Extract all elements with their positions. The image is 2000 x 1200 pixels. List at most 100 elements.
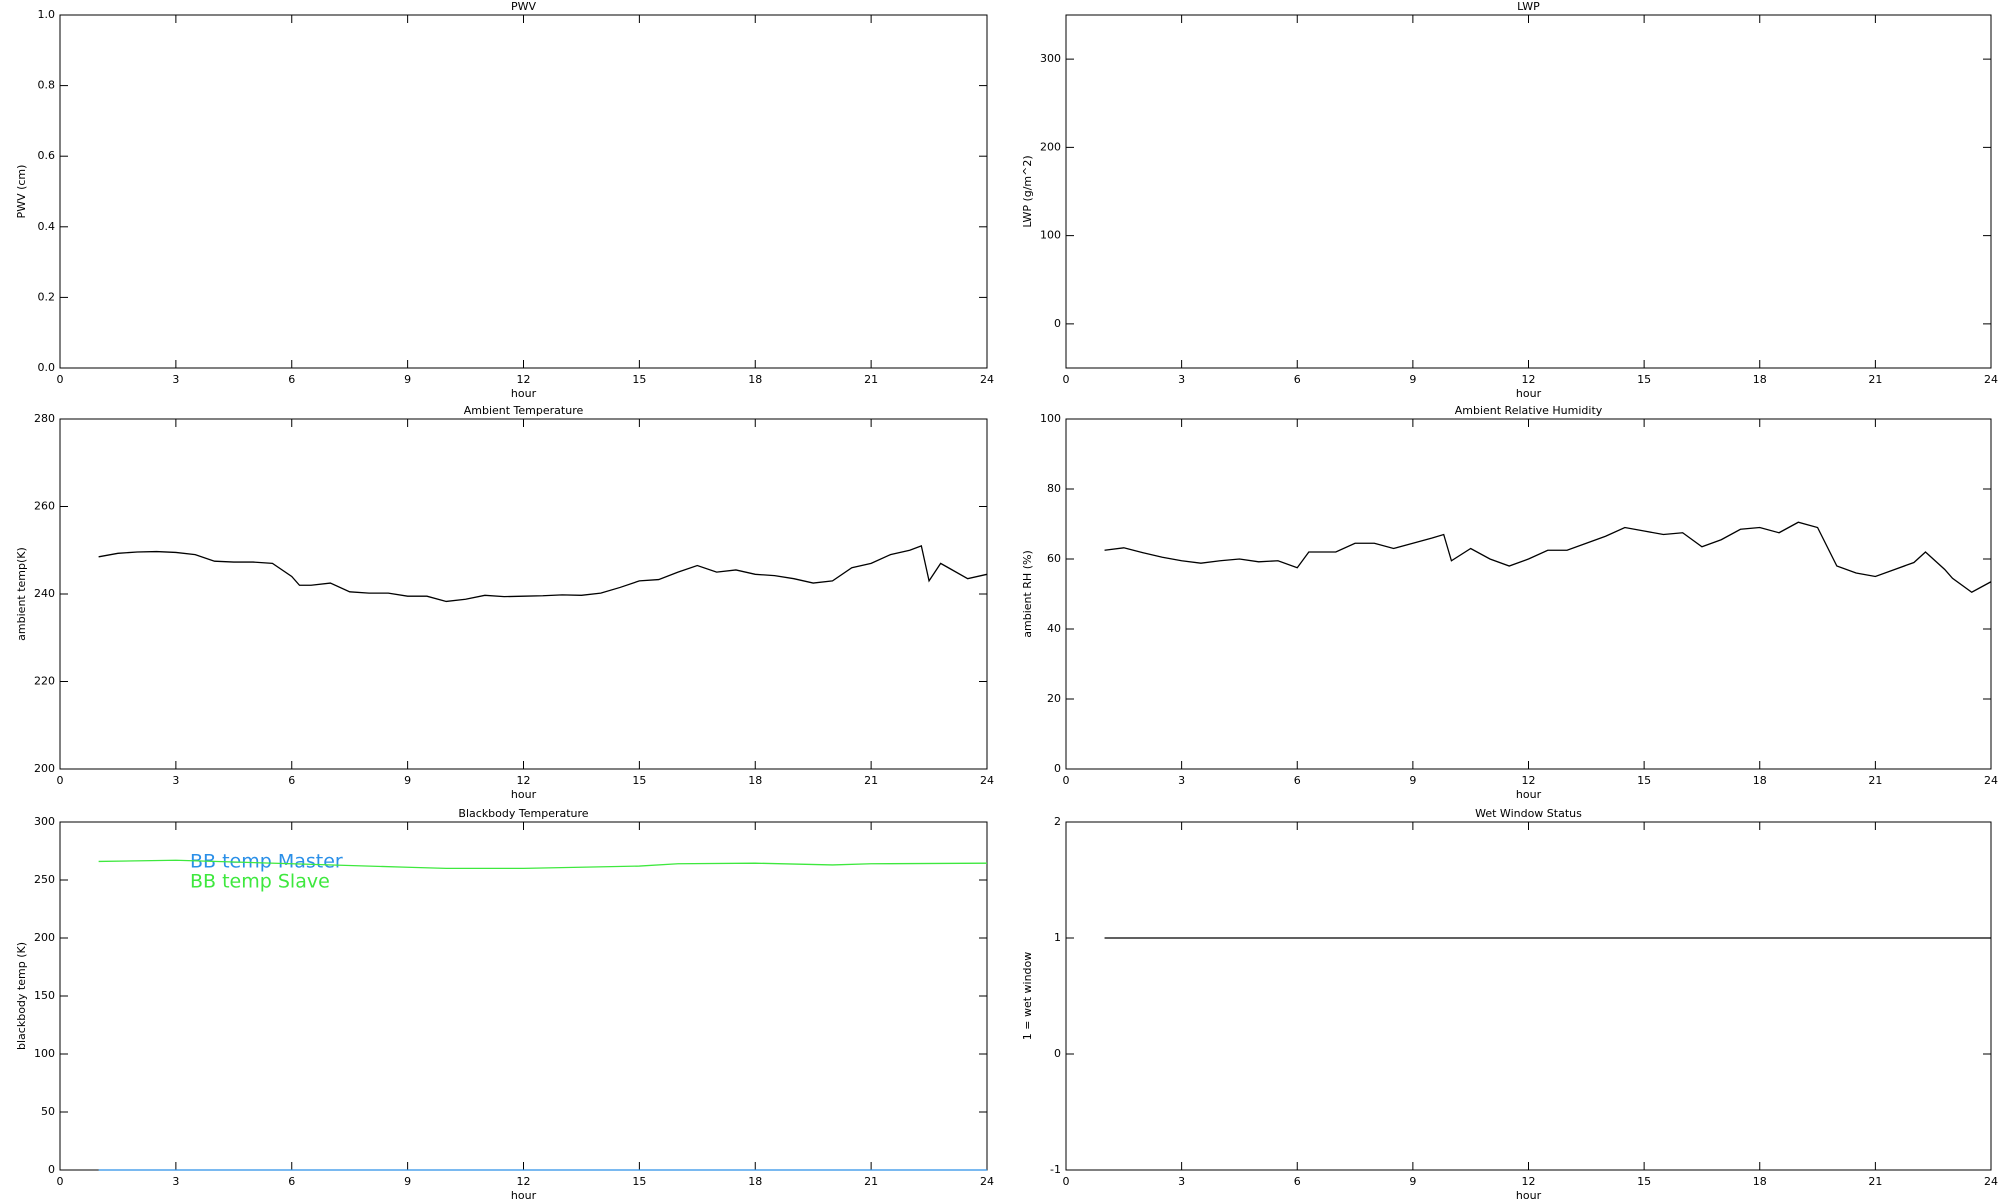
x-tick-label: 18 bbox=[748, 373, 762, 386]
y-axis-label: ambient RH (%) bbox=[1021, 550, 1034, 638]
chart-title: PWV bbox=[511, 0, 537, 13]
x-tick-label: 21 bbox=[1868, 774, 1882, 787]
x-tick-label: 6 bbox=[288, 774, 295, 787]
y-tick-label: 100 bbox=[1040, 229, 1061, 242]
x-tick-label: 21 bbox=[1868, 1175, 1882, 1188]
legend-entry: BB temp Slave bbox=[190, 871, 330, 893]
y-tick-label: 200 bbox=[1040, 140, 1061, 153]
y-tick-label: 250 bbox=[34, 873, 55, 886]
x-tick-label: 6 bbox=[1294, 373, 1301, 386]
panel: Wet Window Status hour 1 = wet window 0 3 6 9 1… bbox=[1021, 807, 1998, 1200]
y-tick-label: 2 bbox=[1054, 815, 1061, 828]
x-tick-label: 0 bbox=[57, 774, 64, 787]
data-line bbox=[98, 859, 988, 870]
y-tick-label: 0 bbox=[1054, 1047, 1061, 1060]
y-tick-label: -1 bbox=[1050, 1163, 1061, 1176]
plot-frame bbox=[1065, 14, 1992, 369]
y-tick-label: 0.0 bbox=[38, 361, 56, 374]
x-axis-label: hour bbox=[511, 387, 537, 400]
x-tick-label: 3 bbox=[172, 1175, 179, 1188]
x-tick-label: 21 bbox=[1868, 373, 1882, 386]
x-tick-label: 9 bbox=[404, 774, 411, 787]
y-tick-label: 40 bbox=[1047, 622, 1061, 635]
x-tick-label: 9 bbox=[1409, 774, 1416, 787]
plot-frame bbox=[59, 418, 988, 770]
x-tick-label: 24 bbox=[1984, 373, 1998, 386]
x-tick-label: 3 bbox=[1178, 1175, 1185, 1188]
y-tick-label: 60 bbox=[1047, 552, 1061, 565]
x-tick-label: 18 bbox=[748, 1175, 762, 1188]
x-tick-label: 12 bbox=[517, 774, 531, 787]
y-tick-label: 280 bbox=[34, 412, 55, 425]
x-tick-label: 0 bbox=[1063, 774, 1070, 787]
y-axis-label: blackbody temp (K) bbox=[15, 942, 28, 1050]
y-tick-label: 0.2 bbox=[38, 290, 56, 303]
x-tick-label: 24 bbox=[1984, 1175, 1998, 1188]
x-tick-label: 9 bbox=[404, 1175, 411, 1188]
y-tick-label: 0.6 bbox=[38, 149, 56, 162]
y-tick-label: 150 bbox=[34, 989, 55, 1002]
y-tick-label: 220 bbox=[34, 675, 55, 688]
y-tick-label: 0.4 bbox=[38, 220, 56, 233]
x-tick-label: 6 bbox=[288, 1175, 295, 1188]
y-axis-label: LWP (g/m^2) bbox=[1021, 155, 1034, 227]
panel: Ambient Temperature hour ambient temp(K) 0 3… bbox=[15, 404, 994, 801]
chart-title: LWP bbox=[1517, 0, 1540, 13]
y-tick-label: 1.0 bbox=[38, 8, 56, 21]
x-tick-label: 15 bbox=[1637, 1175, 1651, 1188]
x-tick-label: 15 bbox=[1637, 774, 1651, 787]
panel: PWV hour PWV (cm) 0 3 6 9 12 15 18 21 24 0.0 0.2 0.4 0.… bbox=[15, 0, 994, 400]
x-tick-label: 3 bbox=[1178, 774, 1185, 787]
chart-title: Ambient Temperature bbox=[464, 404, 584, 417]
x-tick-label: 12 bbox=[517, 1175, 531, 1188]
x-tick-label: 15 bbox=[1637, 373, 1651, 386]
x-tick-label: 21 bbox=[864, 1175, 878, 1188]
x-tick-label: 6 bbox=[1294, 1175, 1301, 1188]
y-axis-label: 1 = wet window bbox=[1021, 952, 1034, 1041]
y-axis-label: PWV (cm) bbox=[15, 165, 28, 219]
y-tick-label: 100 bbox=[1040, 412, 1061, 425]
y-tick-label: 200 bbox=[34, 931, 55, 944]
x-axis-label: hour bbox=[1516, 788, 1542, 801]
x-tick-label: 12 bbox=[1522, 774, 1536, 787]
x-axis-label: hour bbox=[511, 1189, 537, 1200]
chart-title: Wet Window Status bbox=[1475, 807, 1582, 820]
y-tick-label: 240 bbox=[34, 587, 55, 600]
x-tick-label: 21 bbox=[864, 774, 878, 787]
x-tick-label: 6 bbox=[1294, 774, 1301, 787]
y-tick-label: 0 bbox=[48, 1163, 55, 1176]
x-tick-label: 0 bbox=[57, 373, 64, 386]
legend-entry: BB temp Master bbox=[190, 851, 343, 873]
x-tick-label: 6 bbox=[288, 373, 295, 386]
x-tick-label: 12 bbox=[1522, 1175, 1536, 1188]
x-tick-label: 24 bbox=[980, 373, 994, 386]
y-tick-label: 0 bbox=[1054, 317, 1061, 330]
x-tick-label: 15 bbox=[632, 774, 646, 787]
x-tick-label: 0 bbox=[1063, 1175, 1070, 1188]
x-tick-label: 12 bbox=[1522, 373, 1536, 386]
x-tick-label: 15 bbox=[632, 1175, 646, 1188]
x-tick-label: 21 bbox=[864, 373, 878, 386]
x-tick-label: 9 bbox=[1409, 1175, 1416, 1188]
plot-frame bbox=[1065, 821, 1992, 1171]
x-tick-label: 9 bbox=[404, 373, 411, 386]
x-tick-label: 3 bbox=[172, 373, 179, 386]
x-tick-label: 9 bbox=[1409, 373, 1416, 386]
x-tick-label: 12 bbox=[517, 373, 531, 386]
y-tick-label: 1 bbox=[1054, 931, 1061, 944]
y-axis-label: ambient temp(K) bbox=[15, 547, 28, 641]
x-tick-label: 18 bbox=[1753, 774, 1767, 787]
x-tick-label: 24 bbox=[1984, 774, 1998, 787]
chart-title: Blackbody Temperature bbox=[458, 807, 588, 820]
panel: Blackbody Temperature hour blackbody temp … bbox=[15, 807, 994, 1200]
x-tick-label: 0 bbox=[1063, 373, 1070, 386]
y-tick-label: 300 bbox=[34, 815, 55, 828]
data-line bbox=[1104, 521, 1992, 594]
x-tick-label: 3 bbox=[1178, 373, 1185, 386]
y-tick-label: 200 bbox=[34, 762, 55, 775]
x-tick-label: 18 bbox=[1753, 1175, 1767, 1188]
y-tick-label: 20 bbox=[1047, 692, 1061, 705]
chart-title: Ambient Relative Humidity bbox=[1455, 404, 1603, 417]
x-tick-label: 15 bbox=[632, 373, 646, 386]
